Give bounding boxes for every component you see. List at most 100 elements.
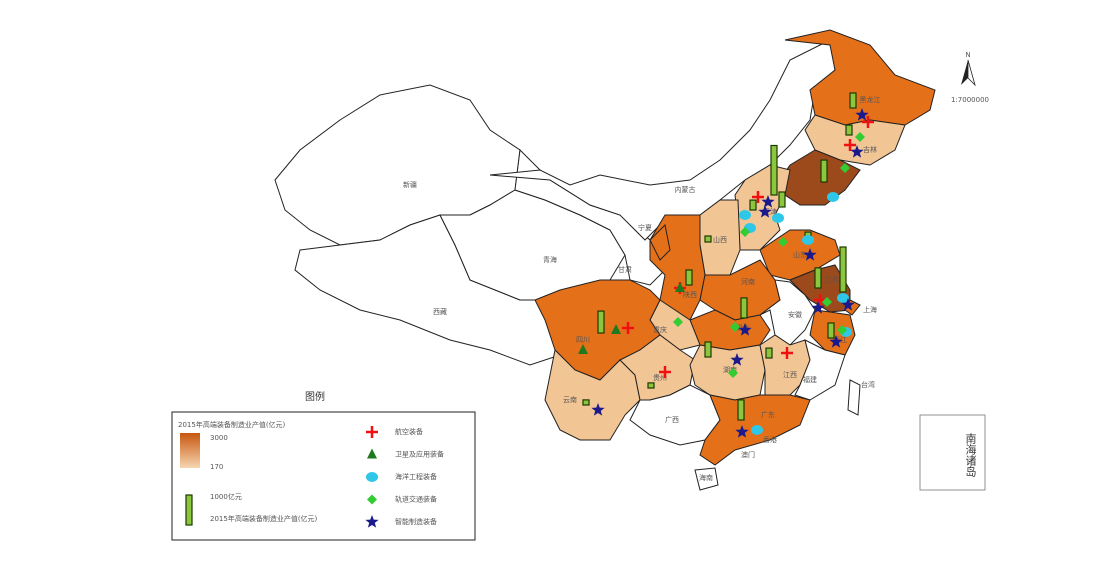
region-label: 山西 [713,235,727,244]
bar [845,124,853,136]
region-label: 香港 [763,435,777,444]
legend-symbol-label: 航空装备 [395,427,423,436]
symbol-rail [840,163,850,173]
bar [704,235,712,243]
province [649,223,671,261]
legend-symbol-label: 卫星及应用装备 [395,450,444,459]
symbol-smart [735,425,749,438]
region-label: 广东 [761,410,775,419]
bar [582,399,590,406]
symbol-aviation [752,191,764,203]
scale-label: 1:7000000 [951,96,989,104]
bar [185,494,193,526]
legend-gradient-max: 3000 [210,434,228,442]
bar [814,267,822,289]
region-label: 贵州 [653,373,667,382]
bar [685,269,693,286]
symbol-satellite [578,344,588,354]
bar [770,144,778,196]
bar [778,191,786,208]
legend-symbol-label: 海洋工程装备 [395,472,437,481]
symbol-smart [803,248,817,261]
region-label: 云南 [563,395,577,404]
region-label: 浙江 [833,335,847,344]
region-label: 四川 [576,336,590,344]
region-label: 新疆 [403,180,417,189]
symbol-smart [365,515,379,528]
region-label: 上海 [863,305,877,314]
region-label: 海南 [699,473,713,482]
region-label: 内蒙古 [675,185,696,194]
symbol-smart [850,145,864,158]
legend-gradient [180,433,200,468]
region-label: 台湾 [861,380,875,389]
bar [740,297,748,319]
symbol-marine [772,213,784,223]
region-label: 江西 [783,371,797,379]
bar [749,199,757,211]
region-label: 陕西 [683,290,697,299]
province [847,379,861,416]
north-arrow [967,59,976,87]
symbol-rail [822,297,832,307]
region-label: 重庆 [653,325,667,334]
region-label: 天津 [763,208,777,216]
legend-bar-caption: 2015年高端装备制造业产值(亿元) [210,514,318,523]
symbol-rail [728,368,738,378]
symbol-smart [855,108,869,121]
legend-symbol-label: 智能制造装备 [395,517,437,526]
region-label: 山东 [793,250,807,259]
region-label: 黑龙江 [860,95,881,104]
region-label: 青海 [543,255,557,264]
symbol-smart [730,353,744,366]
inset-box [919,414,986,491]
symbol-satellite [611,324,621,334]
legend-title: 图例 [305,390,325,403]
symbol-smart [761,195,775,208]
bar [647,382,655,389]
symbol-aviation [366,426,378,438]
region-label: 河南 [741,277,755,286]
region-label: 湖北 [735,323,749,332]
symbol-marine [739,210,751,220]
region-label: 广西 [665,415,679,424]
symbol-smart [811,301,825,314]
legend-symbol-label: 轨道交通装备 [395,495,437,504]
symbol-marine [802,235,814,245]
inset-label: 南海诸岛 [964,433,977,478]
symbol-rail [673,317,683,327]
province [804,114,906,166]
symbol-smart [758,205,772,218]
bar [820,159,828,183]
symbol-aviation [781,347,793,359]
symbol-satellite [675,282,685,292]
symbol-marine [366,472,378,482]
legend-gradient-caption: 2015年高端装备制造业产值(亿元) [178,420,286,429]
symbol-rail [778,237,788,247]
bar [839,246,847,293]
symbol-smart [829,335,843,348]
symbol-rail [730,322,740,332]
symbol-marine [751,425,763,435]
north-arrow [961,60,968,85]
province [694,467,719,491]
legend-bar-label: 1000亿元 [210,492,242,501]
symbol-marine [827,192,839,202]
province [544,348,641,441]
symbol-rail [367,494,377,505]
region-label: 西藏 [433,307,447,316]
region-label: 湖南 [723,365,737,374]
bar [765,347,773,359]
bar [737,399,745,421]
region-label: 安徽 [788,310,802,319]
symbol-rail [740,227,750,237]
region-label: 澳门 [741,450,755,459]
symbol-rail [837,325,847,335]
symbol-aviation [844,139,856,151]
symbol-aviation [659,366,671,378]
symbol-aviation [622,322,634,334]
legend-box [171,411,476,541]
symbol-rail [855,132,865,142]
